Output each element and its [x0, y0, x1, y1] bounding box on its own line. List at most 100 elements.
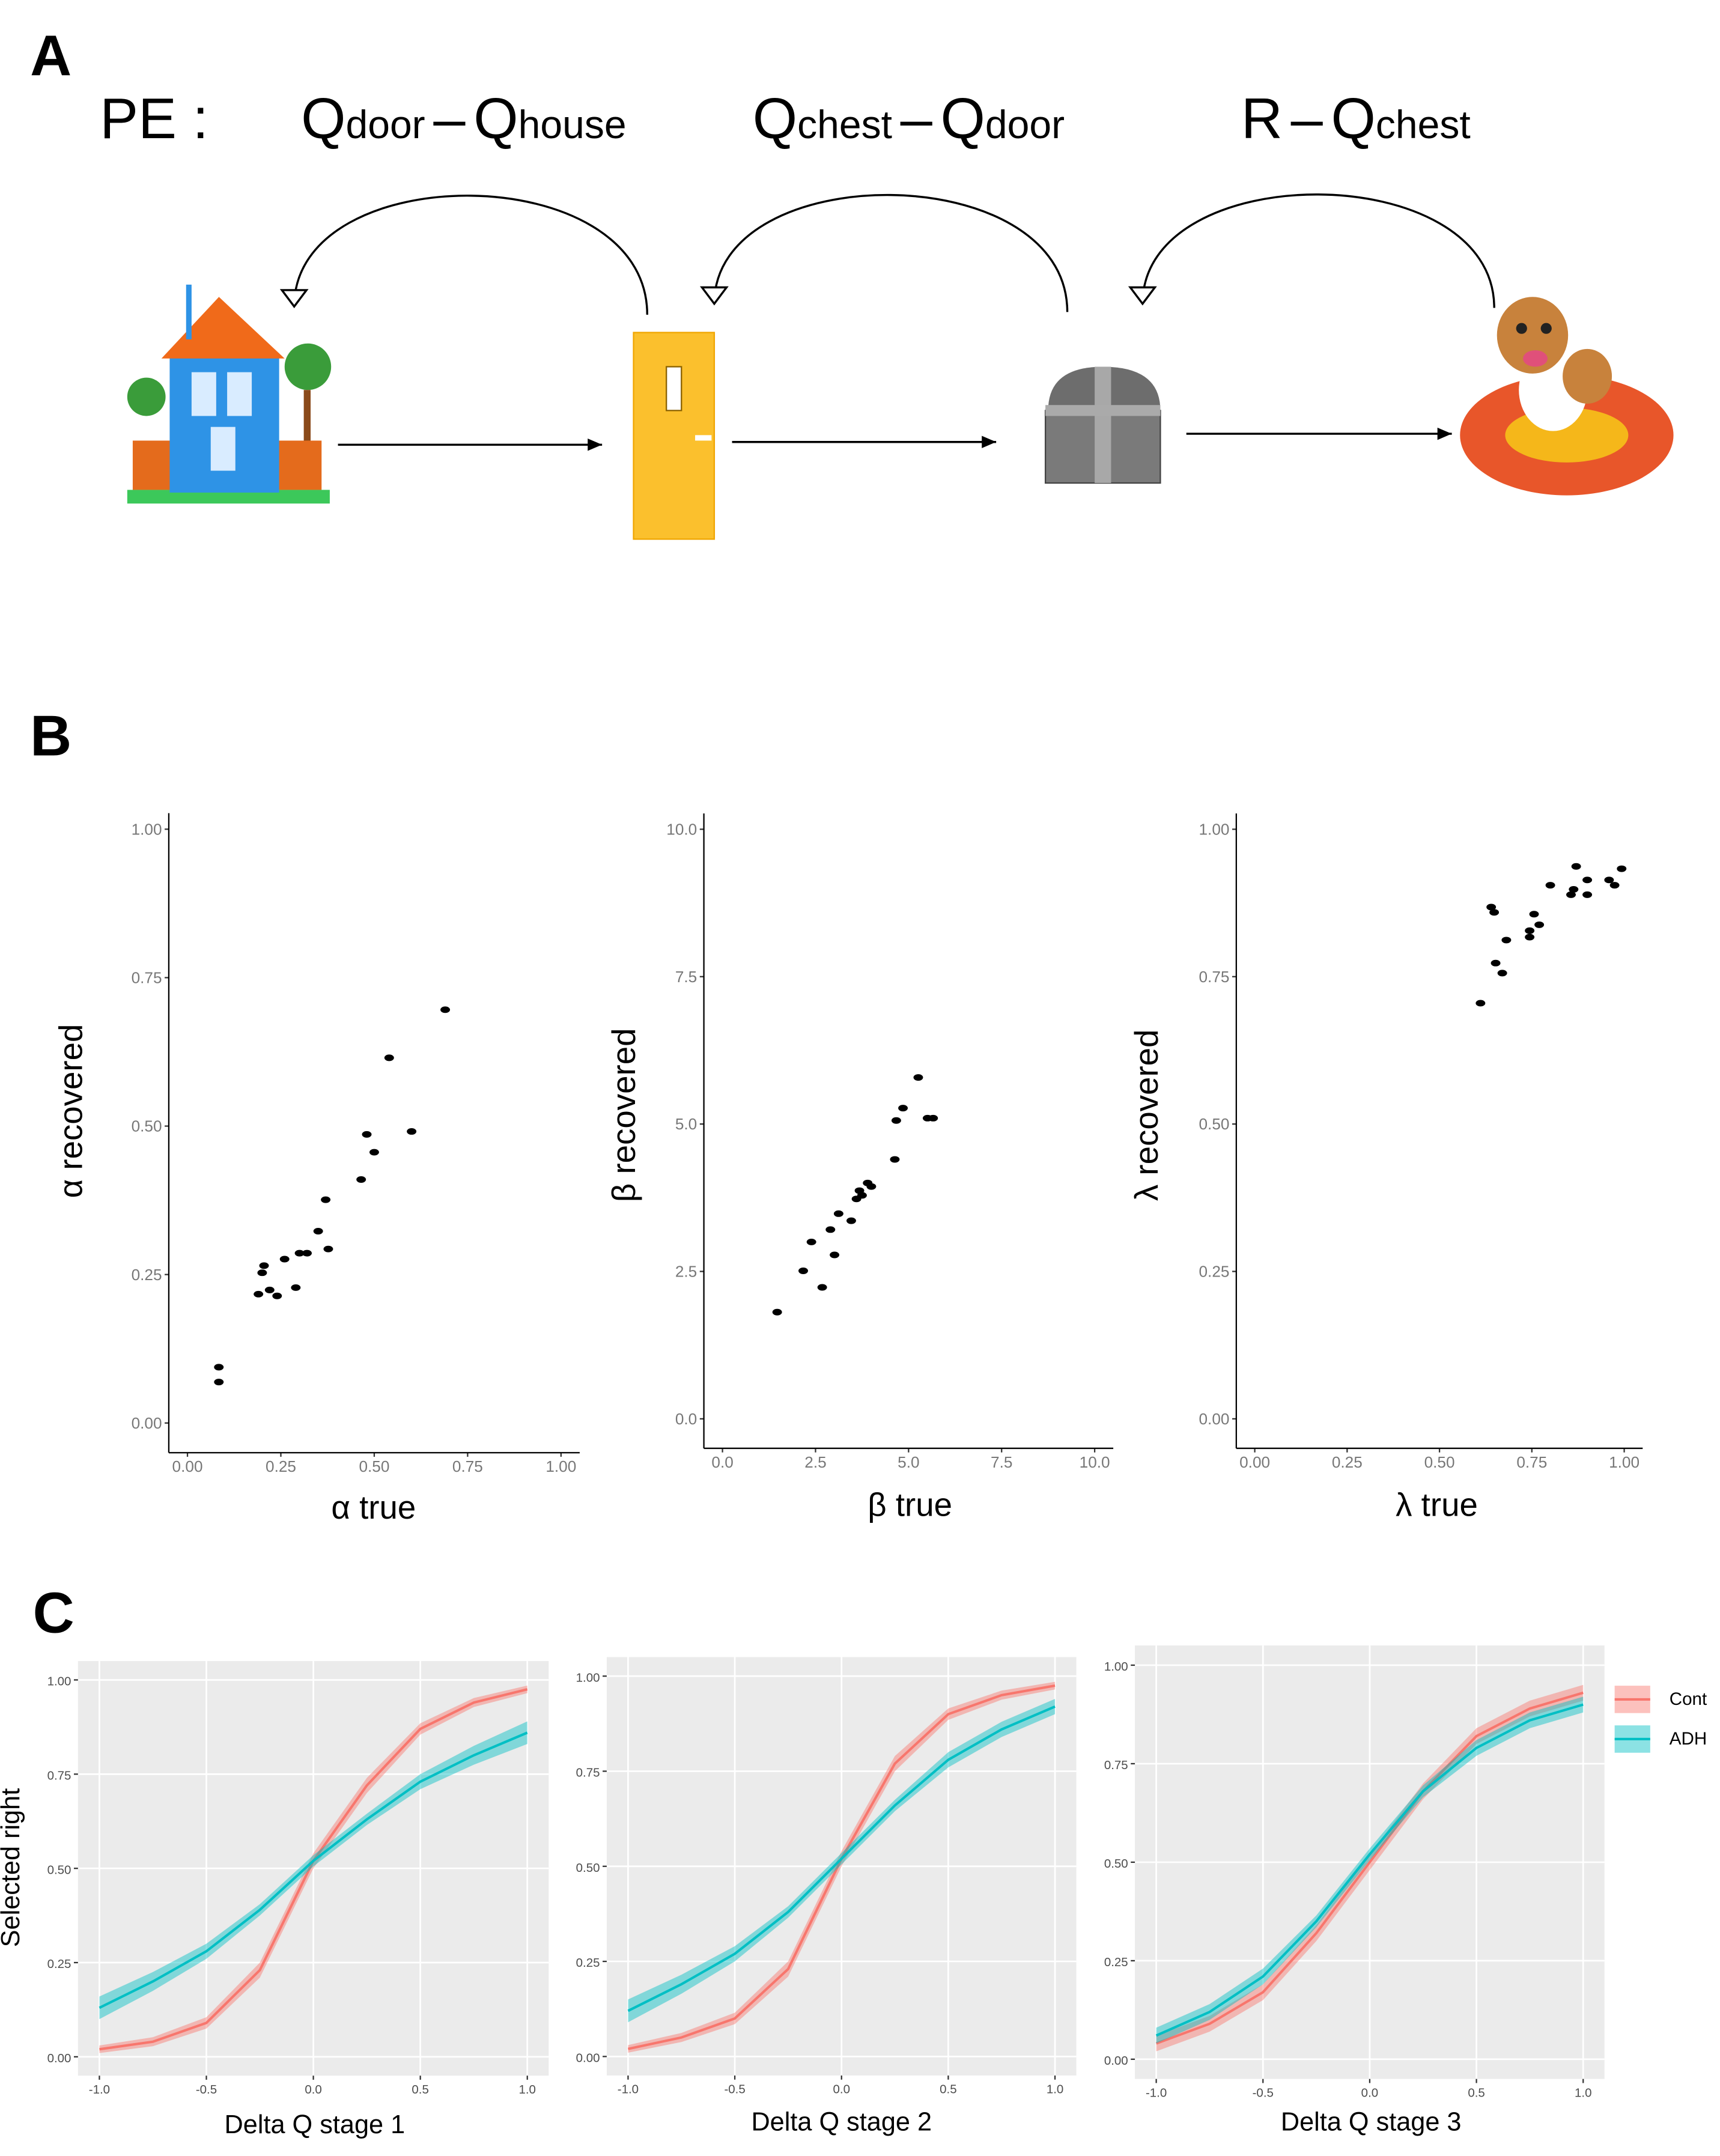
- panel-label: C: [33, 1581, 74, 1645]
- x-tick-label: 1.0: [518, 2083, 535, 2097]
- point: [265, 1287, 275, 1293]
- x-tick-label: 0.0: [711, 1453, 733, 1471]
- legend-label: ADH: [1670, 1729, 1707, 1749]
- x-tick-label: -1.0: [1146, 2086, 1167, 2100]
- x-tick-label: 5.0: [898, 1453, 919, 1471]
- point: [898, 1105, 908, 1111]
- x-axis-title: λ true: [1396, 1487, 1478, 1523]
- point: [214, 1379, 223, 1385]
- y-tick-label: 7.5: [675, 968, 697, 986]
- y-tick-label: 0.25: [1104, 1955, 1128, 1969]
- symbol: Q: [301, 87, 345, 151]
- x-tick-label: -1.0: [89, 2083, 110, 2097]
- y-axis-title: β recovered: [606, 1028, 642, 1203]
- point: [1604, 876, 1614, 883]
- point: [1582, 891, 1592, 898]
- x-tick-label: 0.5: [940, 2083, 956, 2097]
- x-axis-title: Delta Q stage 1: [225, 2110, 406, 2139]
- y-tick-label: 0.00: [1199, 1410, 1229, 1428]
- y-tick-label: 0.75: [1104, 1758, 1128, 1772]
- point: [1569, 886, 1578, 893]
- symbol: Q: [941, 87, 985, 151]
- y-axis-title: λ recovered: [1128, 1030, 1165, 1201]
- symbol: Q: [753, 87, 797, 151]
- operator: –: [901, 87, 933, 151]
- subscript: chest: [1376, 102, 1471, 147]
- point: [807, 1239, 816, 1245]
- point: [1489, 909, 1499, 916]
- x-tick-label: 0.50: [359, 1457, 389, 1475]
- point: [773, 1309, 782, 1316]
- arrows: [294, 195, 1494, 445]
- house-icon: [127, 285, 331, 503]
- x-tick-label: 0.0: [833, 2083, 850, 2097]
- x-tick-label: 1.0: [1575, 2086, 1591, 2100]
- point: [323, 1246, 333, 1253]
- point: [798, 1268, 808, 1274]
- point: [892, 1117, 901, 1124]
- point: [1530, 911, 1539, 917]
- y-tick-label: 0.75: [1199, 968, 1229, 986]
- point: [369, 1149, 379, 1156]
- point: [291, 1284, 300, 1291]
- x-tick-label: 0.50: [1424, 1453, 1455, 1471]
- dog-icon: [1460, 297, 1673, 495]
- y-tick-label: 0.50: [1104, 1857, 1128, 1871]
- subscript: house: [518, 102, 627, 147]
- y-tick-label: 0.75: [576, 1766, 600, 1780]
- y-tick-label: 0.0: [675, 1410, 697, 1428]
- point: [913, 1074, 923, 1081]
- x-tick-label: 0.00: [172, 1457, 203, 1475]
- operator: –: [1291, 87, 1323, 151]
- door-icon: [634, 333, 714, 539]
- y-axis-title: Selected right: [0, 1788, 25, 1948]
- x-tick-label: 10.0: [1080, 1453, 1110, 1471]
- y-tick-label: 0.50: [576, 1861, 600, 1875]
- point: [362, 1131, 372, 1138]
- point: [818, 1284, 827, 1291]
- y-tick-label: 0.75: [132, 969, 162, 987]
- point: [1475, 1000, 1485, 1006]
- x-tick-label: 0.25: [1332, 1453, 1363, 1471]
- y-tick-label: 2.5: [675, 1263, 697, 1281]
- point: [1498, 970, 1507, 976]
- prediction-error: R–Qchest: [1241, 87, 1471, 151]
- point: [254, 1291, 263, 1298]
- point: [407, 1128, 416, 1135]
- point: [1610, 882, 1620, 888]
- x-tick-label: 0.25: [266, 1457, 296, 1475]
- point: [1582, 876, 1592, 883]
- subscript: chest: [797, 102, 892, 147]
- y-tick-label: 5.0: [675, 1115, 697, 1133]
- y-tick-label: 1.00: [132, 820, 162, 838]
- x-tick-label: 1.00: [545, 1457, 576, 1475]
- x-tick-label: 2.5: [804, 1453, 826, 1471]
- x-axis-title: Delta Q stage 2: [751, 2107, 932, 2136]
- x-axis-title: Delta Q stage 3: [1281, 2107, 1462, 2136]
- point: [830, 1252, 839, 1259]
- symbol: R: [1241, 87, 1283, 151]
- point: [260, 1262, 269, 1269]
- y-tick-label: 10.0: [666, 821, 697, 839]
- point: [1617, 866, 1626, 872]
- x-axis-title: β true: [868, 1487, 952, 1523]
- point: [846, 1218, 856, 1224]
- point: [302, 1250, 312, 1257]
- point: [866, 1183, 876, 1190]
- panel-label: B: [30, 703, 71, 768]
- point: [1491, 960, 1501, 967]
- x-tick-label: -0.5: [1253, 2086, 1274, 2100]
- point: [384, 1054, 394, 1061]
- x-tick-label: 0.5: [1468, 2086, 1484, 2100]
- x-axis-title: α true: [331, 1489, 416, 1526]
- x-tick-label: 7.5: [991, 1453, 1012, 1471]
- point: [440, 1006, 450, 1013]
- y-tick-label: 1.00: [47, 1675, 71, 1689]
- point: [356, 1176, 366, 1183]
- y-tick-label: 0.00: [132, 1414, 162, 1432]
- point: [928, 1115, 938, 1122]
- y-tick-label: 0.25: [576, 1956, 600, 1970]
- x-tick-label: 0.75: [452, 1457, 483, 1475]
- figure: A B C PE : Qdoor–Qhouse Qchest–Qdoor R–Q…: [0, 0, 1720, 2156]
- subscript: door: [985, 102, 1065, 147]
